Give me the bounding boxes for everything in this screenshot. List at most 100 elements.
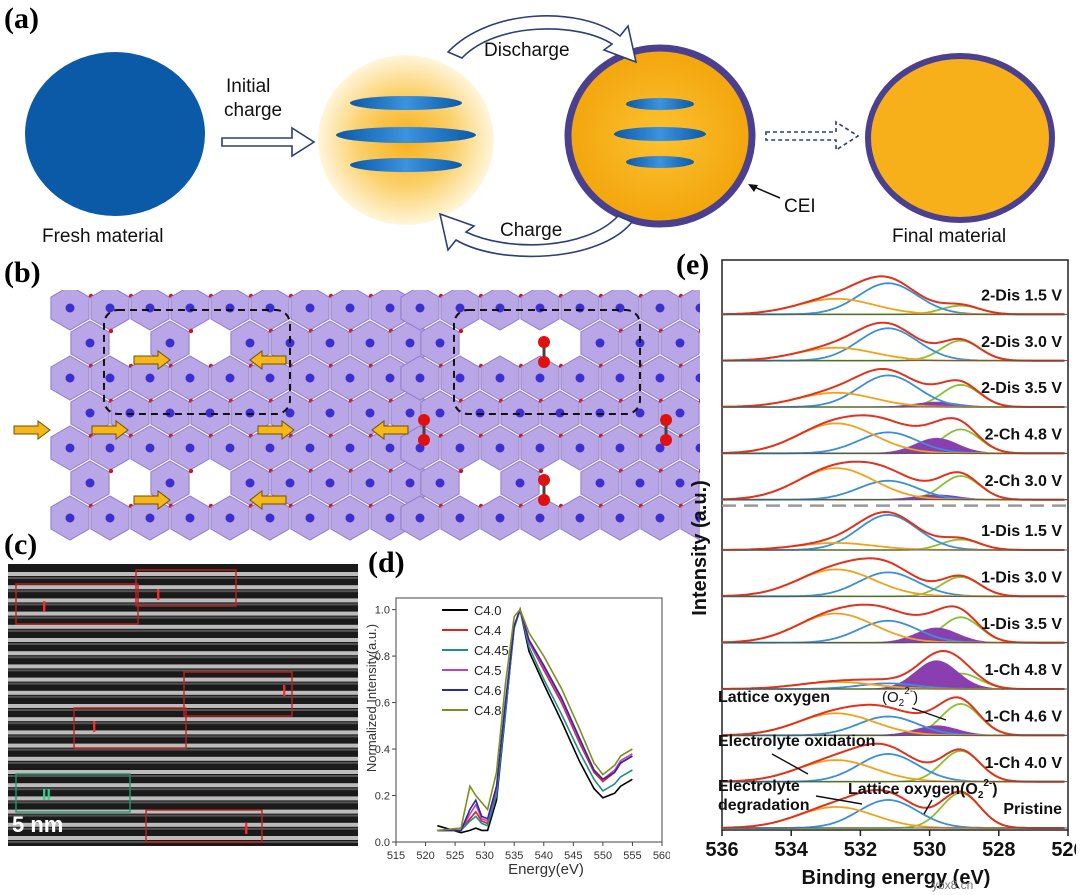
tm-atom — [495, 373, 505, 383]
panel-label-a: (a) — [4, 2, 39, 35]
region-marker-i: I — [282, 683, 286, 700]
chart-e-envelope — [721, 414, 1065, 455]
chart-e-spectrum-label: 2-Dis 1.5 V — [981, 287, 1062, 304]
lattice-fringe — [8, 836, 358, 840]
tm-atom — [615, 443, 625, 453]
lattice-fringe-shadow — [8, 656, 358, 659]
chart-e-spectrum-label: 1-Dis 3.5 V — [981, 616, 1062, 633]
tm-atom — [385, 513, 395, 523]
tm-atom — [695, 513, 700, 523]
lattice-fringe-shadow — [8, 629, 358, 632]
tm-atom — [285, 408, 295, 418]
lattice-o2-pointer — [923, 799, 933, 815]
tm-migration-arrow — [133, 490, 171, 510]
o2-close: ) — [913, 689, 918, 706]
watermark: ybx8.cn — [932, 878, 974, 892]
dashed-unit-cell — [453, 309, 641, 415]
tm-atom — [265, 373, 275, 383]
lattice-fringe — [8, 572, 358, 576]
discharge-arrow — [446, 15, 638, 64]
o2-subscript: 2 — [899, 698, 905, 709]
tm-atom — [105, 373, 115, 383]
chart-e-xtick-label: 534 — [775, 839, 809, 861]
tm-atom — [495, 443, 505, 453]
tm-atom — [635, 408, 645, 418]
lattice-fringe-shadow — [8, 801, 358, 804]
chart-e-envelope — [722, 742, 1065, 783]
lattice-fringe — [8, 809, 358, 814]
tm-atom — [435, 338, 445, 348]
tm-atom — [615, 303, 625, 313]
tm-atom — [675, 408, 685, 418]
chart-e-envelope — [721, 460, 1065, 501]
chart-d-ytick-label: 0.4 — [375, 744, 390, 756]
region-marker-i: I — [244, 821, 248, 838]
tm-atom — [305, 513, 315, 523]
tm-atom — [165, 478, 175, 488]
chart-d-xtick-label: 530 — [475, 850, 493, 862]
tm-atom — [345, 513, 355, 523]
tm-atom — [405, 338, 415, 348]
charge-arrow — [438, 212, 634, 258]
chart-e-spectrum-label: 2-Dis 3.0 V — [981, 334, 1062, 351]
panel-label-d: (d) — [368, 546, 405, 579]
lattice-fringe-shadow — [8, 669, 358, 672]
tm-atom — [615, 373, 625, 383]
lattice-o2-close: ) — [992, 781, 997, 798]
tm-atom — [305, 373, 315, 383]
oxygen-atom — [188, 328, 194, 334]
tm-atom — [145, 443, 155, 453]
tm-atom — [185, 373, 195, 383]
tm-atom — [495, 303, 505, 313]
tm-atom — [245, 338, 255, 348]
tm-atom — [695, 303, 700, 313]
fresh-material-label: Fresh material — [42, 226, 164, 247]
fresh-material-particle — [25, 52, 205, 216]
tm-atom — [345, 373, 355, 383]
oxygen-atom — [108, 468, 114, 474]
lattice-fringe-shadow — [8, 695, 358, 698]
defect-region-box-ii — [15, 773, 131, 813]
tm-atom — [145, 513, 155, 523]
oxygen-atom — [458, 468, 464, 474]
lattice-o2-subscript: 2 — [978, 790, 984, 801]
tm-atom — [405, 478, 415, 488]
chart-e-spectrum-label: 1-Ch 4.0 V — [985, 755, 1063, 772]
lattice-fringe-shadow — [8, 643, 358, 645]
tm-atom — [225, 443, 235, 453]
lattice-fringe-shadow — [8, 761, 358, 764]
tm-atom — [495, 513, 505, 523]
chart-d-xtick-label: 555 — [623, 850, 641, 862]
panel-label-b: (b) — [4, 256, 41, 289]
o2-molecule-atom — [538, 336, 550, 348]
tm-atom — [85, 408, 95, 418]
chart-d-ytick-label: 0.0 — [375, 837, 390, 849]
chart-e-spectrum-label: Pristine — [1003, 801, 1062, 818]
chart-e-envelope — [721, 696, 1065, 737]
chart-e-xtick-label: 532 — [844, 839, 877, 861]
scale-bar-label: 5 nm — [12, 812, 64, 837]
oxygen-atom — [188, 468, 194, 474]
o2-molecule-atom — [418, 434, 430, 446]
tm-atom — [205, 408, 215, 418]
final-material-label: Final material — [892, 226, 1007, 247]
chart-e-spectrum-label: 1-Dis 1.5 V — [981, 523, 1062, 540]
tm-atom — [325, 478, 335, 488]
chart-e-xtick-label: 536 — [705, 839, 738, 861]
chart-d-xtick-label: 535 — [505, 850, 523, 862]
o2-molecule-atom — [538, 494, 550, 506]
chart-e-xtick-label: 526 — [1051, 839, 1076, 861]
tm-atom — [385, 303, 395, 313]
tm-atom — [105, 443, 115, 453]
electrolyte-oxidation-annotation: Electrolyte oxidation — [718, 733, 875, 750]
tm-atom — [405, 408, 415, 418]
chart-d-frame — [395, 597, 663, 843]
tm-atom — [305, 303, 315, 313]
chart-e-spectrum-label: 1-Ch 4.8 V — [985, 662, 1063, 679]
tm-atom — [365, 478, 375, 488]
tm-atom — [185, 303, 195, 313]
oxygen-void-lens — [626, 98, 694, 110]
tm-atom — [385, 443, 395, 453]
oxygen-atom — [108, 328, 114, 334]
chart-d-xlabel: Energy(eV) — [508, 861, 584, 878]
